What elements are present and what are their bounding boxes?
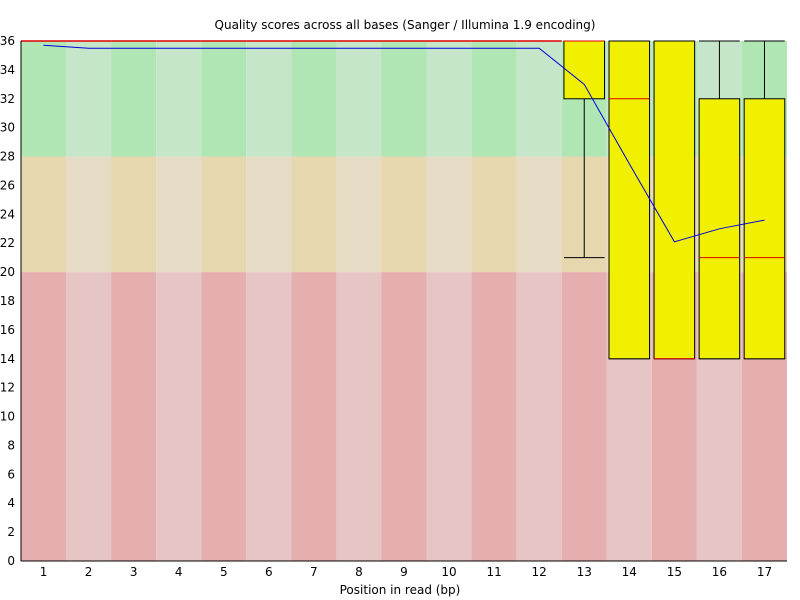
y-tick-label-34: 34 [0, 63, 15, 77]
x-tick-label-12: 12 [532, 565, 547, 579]
x-tick-label-4: 4 [175, 565, 183, 579]
band-reasonable-3 [111, 156, 157, 273]
band-reasonable-1 [21, 156, 67, 273]
band-poor-5 [201, 272, 247, 561]
y-tick-label-26: 26 [0, 178, 15, 192]
band-good-2 [66, 41, 112, 157]
box-15 [653, 40, 696, 360]
band-poor-4 [156, 272, 202, 561]
band-poor-12 [516, 272, 562, 561]
y-tick-label-22: 22 [0, 236, 15, 250]
band-poor-2 [66, 272, 112, 561]
x-tick-labels: 1 2 3 4 5 6 7 8 9 10 11 12 13 14 15 16 17 [40, 565, 772, 579]
x-tick-label-10: 10 [441, 565, 456, 579]
band-poor-11 [471, 272, 517, 561]
box-14 [608, 40, 651, 360]
band-good-8 [336, 41, 382, 157]
x-tick-label-16: 16 [712, 565, 727, 579]
band-reasonable-12 [516, 156, 562, 273]
y-tick-label-18: 18 [0, 294, 15, 308]
y-tick-label-12: 12 [0, 381, 15, 395]
y-tick-label-2: 2 [7, 525, 15, 539]
y-tick-label-8: 8 [7, 438, 15, 452]
band-good-4 [156, 41, 202, 157]
y-tick-label-28: 28 [0, 150, 15, 164]
band-good-10 [426, 41, 472, 157]
band-good-11 [471, 41, 517, 157]
x-axis-label: Position in read (bp) [340, 583, 461, 597]
band-reasonable-11 [471, 156, 517, 273]
band-poor-9 [381, 272, 427, 561]
x-tick-label-14: 14 [622, 565, 637, 579]
band-poor-10 [426, 272, 472, 561]
x-tick-label-1: 1 [40, 565, 48, 579]
band-reasonable-2 [66, 156, 112, 273]
band-poor-8 [336, 272, 382, 561]
x-tick-label-13: 13 [577, 565, 592, 579]
mean-line-group [43, 44, 765, 243]
y-tick-label-32: 32 [0, 92, 15, 106]
y-tick-label-4: 4 [7, 496, 15, 510]
y-tick-label-0: 0 [7, 554, 15, 568]
box-13 [563, 40, 606, 100]
y-tick-label-16: 16 [0, 323, 15, 337]
band-good-6 [246, 41, 292, 157]
y-tick-label-14: 14 [0, 352, 15, 366]
band-poor-3 [111, 272, 157, 561]
x-tick-label-15: 15 [667, 565, 682, 579]
band-reasonable-7 [291, 156, 337, 273]
y-tick-label-6: 6 [7, 467, 15, 481]
band-reasonable-4 [156, 156, 202, 273]
mean-line [43, 44, 765, 243]
y-tick-label-24: 24 [0, 207, 15, 221]
y-tick-label-20: 20 [0, 265, 15, 279]
chart-title: Quality scores across all bases (Sanger … [215, 18, 596, 32]
band-reasonable-8 [336, 156, 382, 273]
y-tick-label-36: 36 [0, 34, 15, 48]
x-tick-label-5: 5 [220, 565, 228, 579]
band-good-3 [111, 41, 157, 157]
band-poor-13 [561, 272, 607, 561]
band-poor-6 [246, 272, 292, 561]
band-good-1 [21, 41, 67, 157]
y-tick-label-30: 30 [0, 121, 15, 135]
band-poor-1 [21, 272, 67, 561]
band-reasonable-10 [426, 156, 472, 273]
axes [20, 41, 787, 562]
x-tick-label-11: 11 [486, 565, 501, 579]
x-tick-label-7: 7 [310, 565, 318, 579]
band-good-12 [516, 41, 562, 157]
x-tick-label-8: 8 [355, 565, 363, 579]
x-tick-label-17: 17 [757, 565, 772, 579]
x-tick-label-6: 6 [265, 565, 273, 579]
band-poor-7 [291, 272, 337, 561]
x-tick-label-2: 2 [85, 565, 93, 579]
box-plots [21, 40, 786, 360]
band-good-5 [201, 41, 247, 157]
x-tick-label-3: 3 [130, 565, 138, 579]
band-good-7 [291, 41, 337, 157]
band-good-9 [381, 41, 427, 157]
x-tick-label-9: 9 [400, 565, 408, 579]
y-tick-label-10: 10 [0, 410, 15, 424]
box-17 [743, 98, 786, 360]
band-reasonable-6 [246, 156, 292, 273]
band-reasonable-9 [381, 156, 427, 273]
band-reasonable-5 [201, 156, 247, 273]
